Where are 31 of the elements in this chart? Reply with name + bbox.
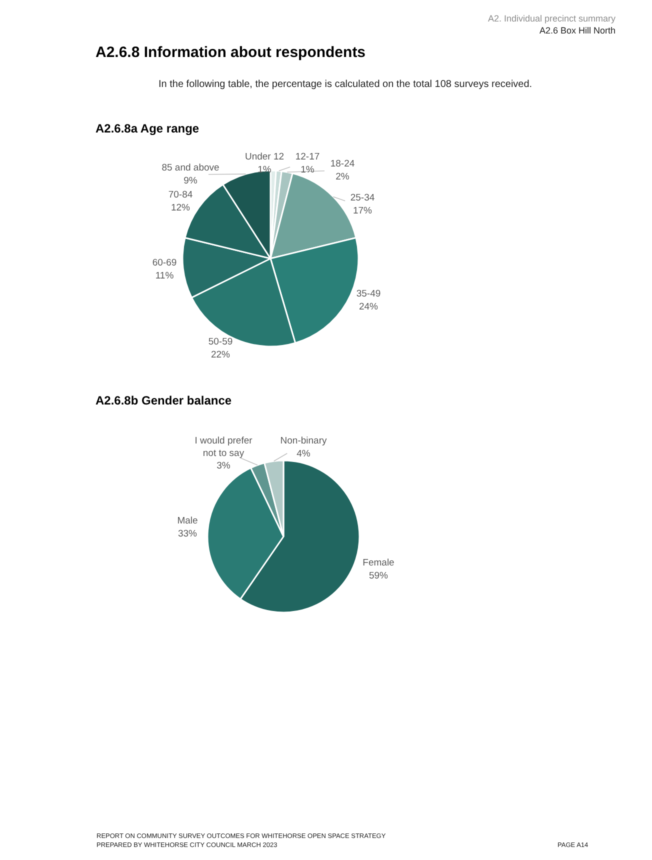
- slice-label: I would prefer not to say: [194, 435, 252, 459]
- slice-label: 18-24: [330, 158, 355, 170]
- data-label: 59%: [368, 570, 389, 582]
- slice-label: Female: [362, 558, 394, 569]
- data-label: 33%: [178, 528, 198, 540]
- text: A2.6.8 Information about respondents: [96, 44, 366, 61]
- chart-title: A2.6.8b Gender balance: [96, 394, 232, 408]
- slice-label: 85 and above: [162, 162, 220, 174]
- chart-title: A2.6.8a Age range: [96, 122, 200, 136]
- slice-label: 25-34: [350, 192, 375, 204]
- data-label: 3%: [216, 460, 231, 472]
- data-label: 24%: [358, 301, 379, 312]
- data-label: 11%: [155, 270, 174, 282]
- slice-label: 60-69: [152, 258, 177, 269]
- slice-label: 12-17: [295, 152, 320, 163]
- text: A2. Individual precinct summary: [488, 14, 616, 24]
- slice-label: Under 12: [244, 152, 284, 163]
- slice-label: Male: [177, 516, 198, 527]
- slice-label: 35-49: [356, 288, 381, 300]
- text: In the following table, the percentage is calculated on the total 108 surveys received.: [158, 79, 532, 90]
- data-label: 4%: [296, 448, 311, 460]
- slice-label: 70-84: [168, 190, 193, 201]
- data-label: 1%: [300, 164, 315, 176]
- text: A2.6 Box Hill North: [539, 26, 616, 36]
- slice-label: 50-59: [208, 336, 233, 348]
- data-label: 2%: [336, 171, 350, 182]
- data-label: 9%: [184, 175, 198, 186]
- data-label: 12%: [170, 202, 191, 214]
- data-label: 22%: [210, 349, 231, 360]
- data-label: 17%: [352, 205, 373, 216]
- slice-label: Non-binary: [280, 436, 327, 447]
